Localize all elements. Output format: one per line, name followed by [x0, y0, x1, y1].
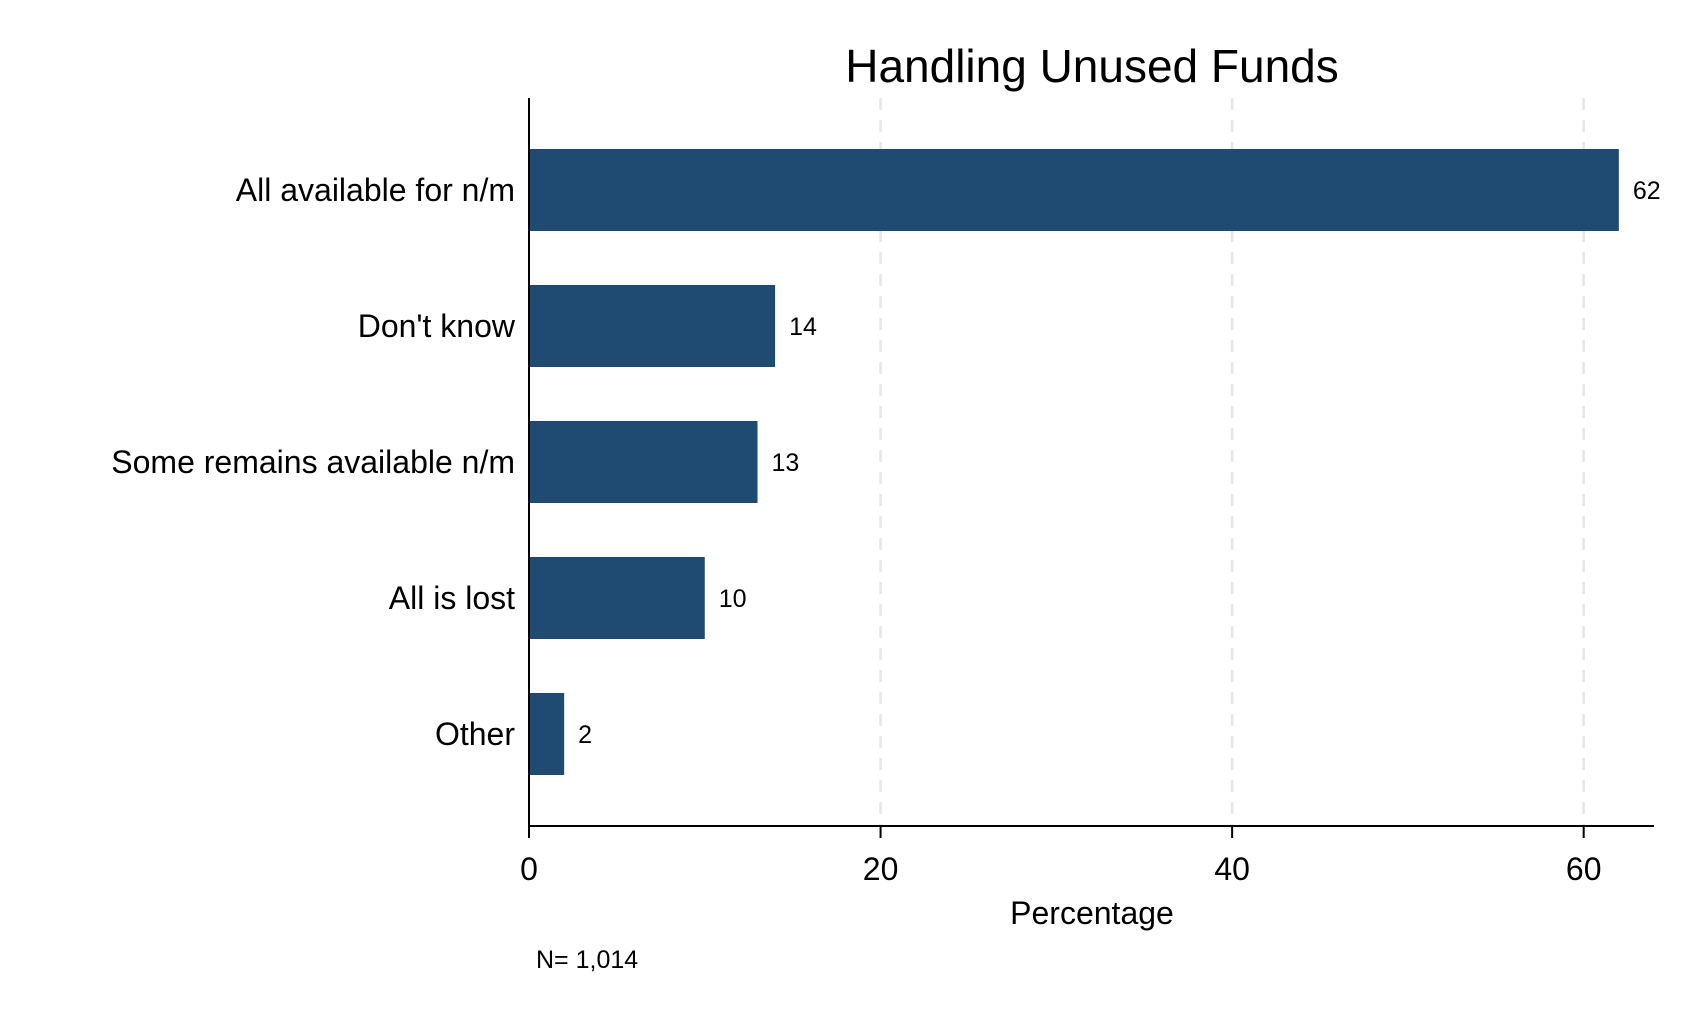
- bar-1: [529, 285, 776, 367]
- bar-4: [529, 693, 565, 775]
- chart-title: Handling Unused Funds: [845, 40, 1339, 92]
- x-axis-ticks: 0 20 40 60: [520, 826, 1601, 887]
- value-labels: 62 14 13 10 2: [578, 177, 1661, 749]
- value-label-3: 10: [719, 585, 747, 613]
- bar-2: [529, 421, 758, 503]
- category-label-3: All is lost: [389, 580, 515, 616]
- bar-3: [529, 557, 705, 639]
- value-label-2: 13: [772, 449, 800, 477]
- value-label-0: 62: [1633, 177, 1661, 205]
- x-axis-title: Percentage: [1010, 895, 1174, 931]
- category-label-4: Other: [435, 716, 515, 752]
- bars: [529, 149, 1619, 775]
- bar-0: [529, 149, 1619, 231]
- x-tick-label-40: 40: [1214, 851, 1250, 887]
- value-label-1: 14: [789, 313, 817, 341]
- value-label-4: 2: [578, 721, 592, 749]
- category-label-0: All available for n/m: [236, 172, 515, 208]
- sample-size-note: N= 1,014: [536, 946, 638, 974]
- category-label-2: Some remains available n/m: [111, 444, 515, 480]
- category-labels: All available for n/m Don't know Some rema…: [111, 172, 516, 752]
- category-label-1: Don't know: [358, 308, 516, 344]
- x-tick-label-60: 60: [1566, 851, 1602, 887]
- x-tick-label-20: 20: [863, 851, 899, 887]
- x-tick-label-0: 0: [520, 851, 538, 887]
